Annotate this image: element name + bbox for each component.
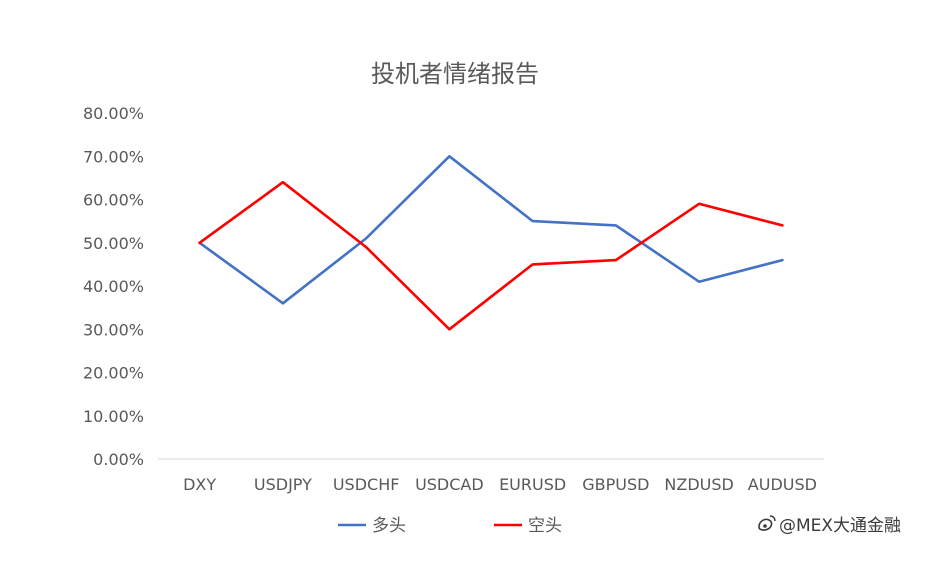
x-tick-label: DXY (183, 475, 216, 494)
y-tick-label: 10.00% (83, 407, 144, 426)
x-tick-label: NZDUSD (664, 475, 733, 494)
watermark-text: @MEX大通金融 (779, 516, 901, 536)
chart-title: 投机者情绪报告 (371, 60, 539, 88)
x-tick-label: GBPUSD (582, 475, 649, 494)
y-tick-label: 70.00% (83, 147, 144, 166)
legend-label-1: 空头 (528, 516, 562, 536)
weibo-icon (758, 515, 776, 531)
series-lines (198, 155, 784, 331)
watermark: @MEX大通金融 (758, 515, 901, 536)
x-tick-label: AUDUSD (748, 475, 817, 494)
legend: 多头 空头 (338, 516, 562, 536)
legend-label-0: 多头 (372, 516, 406, 536)
x-tick-label: USDJPY (254, 475, 312, 494)
y-tick-label: 60.00% (83, 191, 144, 210)
x-tick-label: USDCHF (333, 475, 400, 494)
y-tick-label: 30.00% (83, 320, 144, 339)
series-line-0 (198, 155, 784, 305)
y-axis-ticks: 0.00% 10.00% 20.00% 30.00% 40.00% 50.00% 60.00… (83, 104, 144, 469)
y-tick-label: 20.00% (83, 364, 144, 383)
y-tick-label: 80.00% (83, 104, 144, 123)
series-line-1 (198, 180, 784, 331)
y-tick-label: 40.00% (83, 277, 144, 296)
y-tick-label: 50.00% (83, 234, 144, 253)
x-axis-ticks: DXY USDJPY USDCHF USDCAD EURUSD GBPUSD NZDUSD A… (183, 475, 817, 494)
x-tick-label: EURUSD (499, 475, 566, 494)
x-tick-label: USDCAD (415, 475, 484, 494)
y-tick-label: 0.00% (93, 450, 144, 469)
